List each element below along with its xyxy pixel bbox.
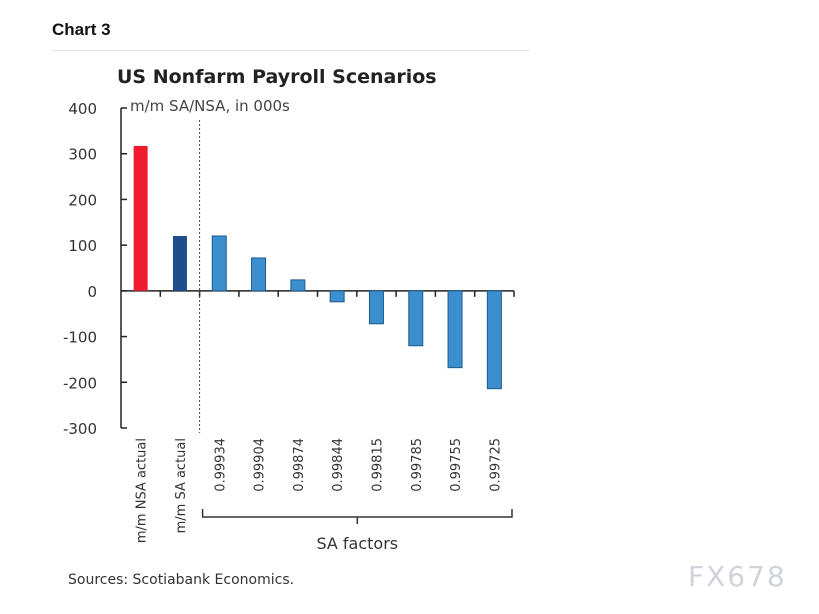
bar	[251, 257, 267, 292]
bar	[408, 290, 424, 347]
y-tick-label: 200	[68, 191, 97, 209]
y-tick-label: 400	[68, 100, 97, 118]
bar	[368, 290, 384, 325]
x-tick-label: 0.99904	[253, 438, 268, 492]
y-tick-label: 100	[68, 237, 97, 255]
group-bracket	[201, 509, 513, 524]
source-note: Sources: Scotiabank Economics.	[68, 572, 295, 588]
y-tick-label: -200	[63, 374, 97, 392]
x-tick-label: 0.99934	[213, 438, 228, 492]
x-tick-label: 0.99874	[292, 438, 307, 492]
x-tick-label: 0.99844	[331, 438, 346, 492]
y-tick-label: 0	[87, 283, 97, 301]
x-tick-label: 0.99815	[370, 438, 385, 492]
x-tick-label: m/m SA actual	[174, 438, 189, 533]
bar	[133, 145, 148, 291]
bar	[290, 279, 306, 292]
chart-number-label: Chart 3	[52, 20, 111, 39]
y-tick-label: 300	[68, 146, 97, 164]
bar	[486, 290, 502, 390]
x-tick-label: 0.99785	[410, 438, 425, 492]
bar	[329, 290, 345, 303]
chart-subtitle: m/m SA/NSA, in 000s	[130, 97, 290, 115]
bar	[211, 235, 227, 292]
y-tick-label: -100	[63, 329, 97, 347]
watermark: FX678	[688, 560, 787, 593]
chart-title: US Nonfarm Payroll Scenarios	[117, 66, 437, 88]
y-tick-label: -300	[63, 420, 97, 438]
x-tick-label: 0.99755	[449, 438, 464, 492]
x-tick-label: m/m NSA actual	[135, 438, 150, 543]
group-label: SA factors	[316, 534, 398, 553]
bar	[172, 236, 187, 291]
bar	[447, 290, 463, 369]
x-tick-label: 0.99725	[488, 438, 503, 492]
divider	[52, 50, 530, 51]
